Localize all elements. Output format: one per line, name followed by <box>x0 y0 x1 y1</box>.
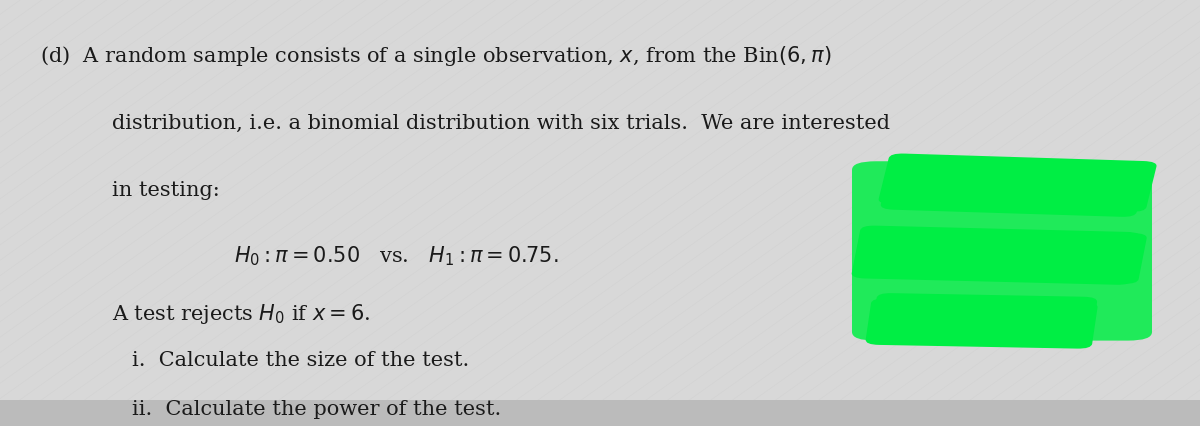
FancyBboxPatch shape <box>852 162 1152 341</box>
Text: i.  Calculate the size of the test.: i. Calculate the size of the test. <box>132 351 469 369</box>
Text: ii.  Calculate the power of the test.: ii. Calculate the power of the test. <box>132 399 502 417</box>
Text: $H_0 : \pi = 0.50$   vs.   $H_1 : \pi = 0.75.$: $H_0 : \pi = 0.50$ vs. $H_1 : \pi = 0.75… <box>234 244 558 268</box>
Text: A test rejects $H_0$ if $x = 6$.: A test rejects $H_0$ if $x = 6$. <box>112 301 370 325</box>
Text: distribution, i.e. a binomial distribution with six trials.  We are interested: distribution, i.e. a binomial distributi… <box>112 114 889 133</box>
FancyBboxPatch shape <box>878 154 1157 212</box>
FancyBboxPatch shape <box>881 158 1147 217</box>
FancyBboxPatch shape <box>852 227 1147 284</box>
FancyBboxPatch shape <box>871 294 1097 345</box>
Text: in testing:: in testing: <box>112 180 220 199</box>
Bar <box>0 400 1200 426</box>
FancyBboxPatch shape <box>865 299 1098 349</box>
FancyBboxPatch shape <box>852 226 1140 285</box>
Text: (d)  A random sample consists of a single observation, $x$, from the Bin$(6, \pi: (d) A random sample consists of a single… <box>40 43 832 67</box>
